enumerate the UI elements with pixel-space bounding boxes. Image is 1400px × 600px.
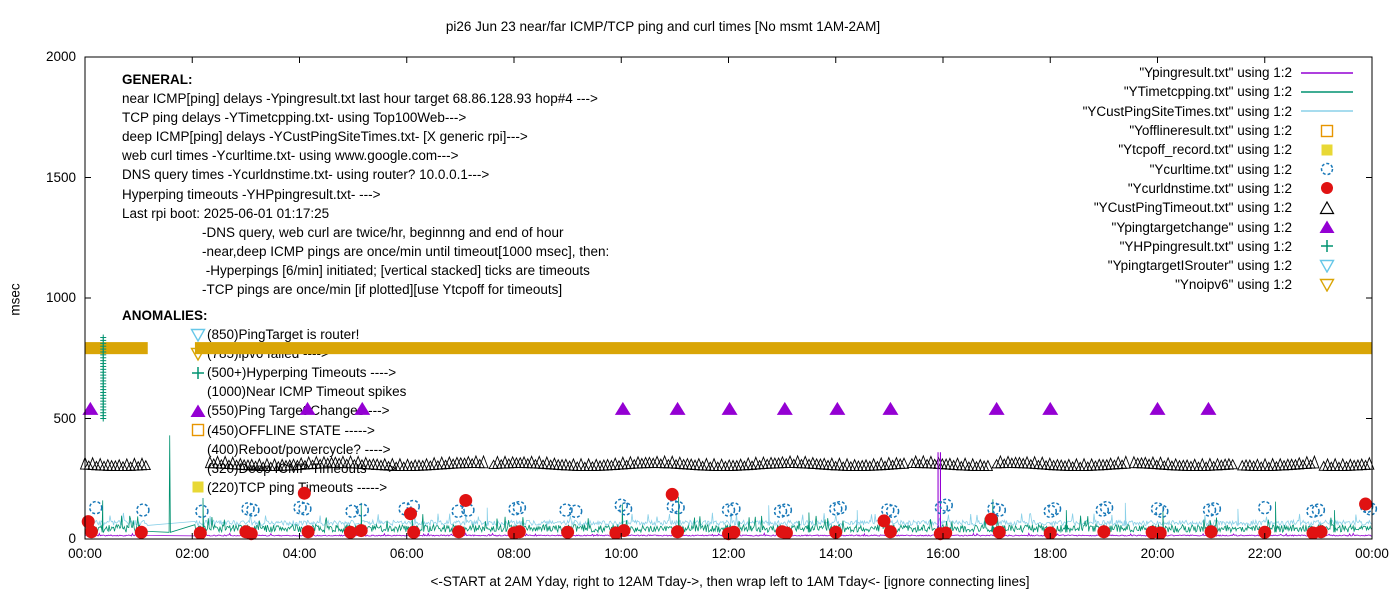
anomaly-item: (400)Reboot/powercycle? ----> [190, 440, 406, 459]
anomaly-item: (1000)Near ICMP Timeout spikes [190, 382, 406, 401]
x-tick-label: 16:00 [926, 546, 960, 561]
general-heading: GENERAL: [122, 72, 193, 87]
circle-filled-icon [1321, 182, 1333, 195]
x-tick-label: 10:00 [604, 546, 639, 561]
line-icon [1301, 71, 1353, 74]
chart-title: pi26 Jun 23 near/far ICMP/TCP ping and c… [445, 19, 881, 34]
legend-label: "YTimetcpping.txt" using 1:2 [1123, 84, 1292, 100]
legend-item: "YpingtargetISrouter" using 1:2 [1083, 256, 1358, 275]
legend-label: "YCustPingSiteTimes.txt" using 1:2 [1082, 103, 1292, 119]
anomaly-item: (500+)Hyperping Timeouts ----> [190, 363, 406, 382]
general-line: -DNS query, web curl are twice/hr, begin… [202, 224, 564, 240]
legend-item: "Yofflineresult.txt" using 1:2 [1083, 121, 1358, 140]
anomaly-item: (785)ipv6 failed ----> [190, 344, 406, 363]
legend-label: "Ynoipv6" using 1:2 [1175, 277, 1292, 293]
general-line: -Hyperpings [6/min] initiated; [vertical… [202, 262, 590, 278]
general-line: deep ICMP[ping] delays -YCustPingSiteTim… [122, 129, 528, 145]
legend-item: "Ycurldnstime.txt" using 1:2 [1083, 179, 1358, 198]
legend: "Ypingresult.txt" using 1:2 "YTimetcpping… [1083, 63, 1358, 295]
legend-label: "Ycurldnstime.txt" using 1:2 [1127, 180, 1292, 196]
legend-item: "Ypingresult.txt" using 1:2 [1083, 63, 1358, 82]
legend-item: "Ypingtargetchange" using 1:2 [1083, 217, 1358, 236]
legend-label: "Ypingtargetchange" using 1:2 [1111, 219, 1292, 235]
x-tick-label: 00:00 [68, 546, 102, 561]
anomaly-text: (785)ipv6 failed ----> [207, 346, 329, 362]
x-tick-label: 04:00 [282, 546, 317, 561]
x-tick-label: 06:00 [389, 546, 424, 561]
anomaly-item: (850)PingTarget is router! [190, 325, 406, 344]
x-tick-label: 22:00 [1247, 546, 1282, 561]
square-open-icon [1320, 124, 1334, 137]
line-icon [1301, 110, 1353, 113]
anomaly-text: (500+)Hyperping Timeouts ----> [207, 365, 397, 381]
general-line: -near,deep ICMP pings are once/min until… [202, 243, 610, 259]
anomaly-item: (220)TCP ping Timeouts -----> [190, 478, 406, 497]
circle-open-icon [1320, 162, 1334, 176]
square-open-icon [191, 423, 205, 437]
tri-up-filled-icon [190, 404, 206, 418]
anomaly-item: (320)Deep ICMP Timeouts ----> [190, 459, 406, 478]
legend-item: "YTimetcpping.txt" using 1:2 [1083, 82, 1358, 101]
anomaly-text: (850)PingTarget is router! [207, 327, 360, 343]
legend-item: "YCustPingTimeout.txt" using 1:2 [1083, 198, 1358, 217]
tri-up-open-icon [1319, 200, 1335, 214]
anomaly-item: (450)OFFLINE STATE -----> [190, 421, 406, 440]
tri-down-open-icon [1319, 259, 1335, 273]
line-icon [1301, 91, 1353, 93]
legend-item: "Ytcpoff_record.txt" using 1:2 [1083, 140, 1358, 159]
y-tick-label: 2000 [45, 49, 76, 64]
general-line: near ICMP[ping] delays -Ypingresult.txt … [122, 91, 598, 107]
general-line: Last rpi boot: 2025-06-01 01:17:25 [122, 205, 330, 221]
anomaly-text: (220)TCP ping Timeouts -----> [207, 479, 388, 495]
x-tick-label: 14:00 [818, 546, 853, 561]
legend-label: "YCustPingTimeout.txt" using 1:2 [1093, 200, 1292, 216]
legend-label: "Yofflineresult.txt" using 1:2 [1129, 123, 1292, 139]
square-filled-icon [192, 481, 204, 493]
y-tick-label: 500 [53, 410, 76, 426]
general-line: TCP ping delays -YTimetcpping.txt- using… [122, 110, 467, 126]
general-line: DNS query times -Ycurldnstime.txt- using… [122, 167, 490, 183]
anomalies-heading: ANOMALIES: [122, 308, 208, 323]
general-line: Hyperping timeouts -YHPpingresult.txt- -… [122, 186, 381, 202]
square-filled-icon [1321, 144, 1333, 156]
legend-item: "YHPpingresult.txt" using 1:2 [1083, 237, 1358, 256]
y-tick-label: 0 [68, 531, 76, 546]
general-line: -TCP pings are once/min [if plotted][use… [202, 282, 563, 298]
plus-icon [192, 366, 204, 379]
x-tick-label: 12:00 [711, 546, 746, 561]
tri-down-open-icon [190, 328, 206, 343]
tri-up-filled-icon [1319, 220, 1335, 234]
y-axis-label: msec [7, 283, 23, 316]
legend-label: "YHPpingresult.txt" using 1:2 [1119, 238, 1292, 254]
x-tick-label: 02:00 [175, 546, 210, 561]
plus-icon [1321, 240, 1333, 253]
anomalies-block: ANOMALIES: (850)PingTarget is router! (785… [122, 306, 406, 497]
anomaly-text: (1000)Near ICMP Timeout spikes [207, 384, 407, 400]
y-tick-label: 1000 [45, 290, 76, 305]
x-tick-label: 00:00 [1355, 546, 1389, 561]
x-tick-label: 18:00 [1033, 546, 1068, 561]
y-tick-label: 1500 [45, 169, 76, 185]
legend-item: "Ycurltime.txt" using 1:2 [1083, 159, 1358, 178]
legend-label: "Ycurltime.txt" using 1:2 [1149, 161, 1292, 177]
legend-label: "Ypingresult.txt" using 1:2 [1139, 65, 1292, 81]
legend-label: "YpingtargetISrouter" using 1:2 [1107, 258, 1292, 274]
x-tick-label: 20:00 [1140, 546, 1175, 561]
legend-item: "Ynoipv6" using 1:2 [1083, 275, 1358, 294]
anomaly-text: (450)OFFLINE STATE -----> [207, 422, 375, 438]
tri-down-open-icon [1319, 278, 1335, 292]
legend-label: "Ytcpoff_record.txt" using 1:2 [1118, 142, 1292, 158]
general-notes-block: GENERAL: near ICMP[ping] delays -Ypingres… [122, 70, 609, 299]
general-line: web curl times -Ycurltime.txt- using www… [122, 148, 459, 164]
anomaly-text: (320)Deep ICMP Timeouts ----> [207, 460, 397, 476]
anomaly-item: (550)Ping Target Changes ---> [190, 401, 406, 420]
legend-item: "YCustPingSiteTimes.txt" using 1:2 [1083, 102, 1358, 121]
x-axis-label: <-START at 2AM Yday, right to 12AM Tday-… [430, 574, 1030, 589]
anomaly-text: (400)Reboot/powercycle? ----> [207, 441, 391, 457]
x-tick-label: 08:00 [497, 546, 531, 561]
tri-down-open-icon [190, 347, 206, 362]
anomaly-text: (550)Ping Target Changes ---> [207, 403, 390, 419]
